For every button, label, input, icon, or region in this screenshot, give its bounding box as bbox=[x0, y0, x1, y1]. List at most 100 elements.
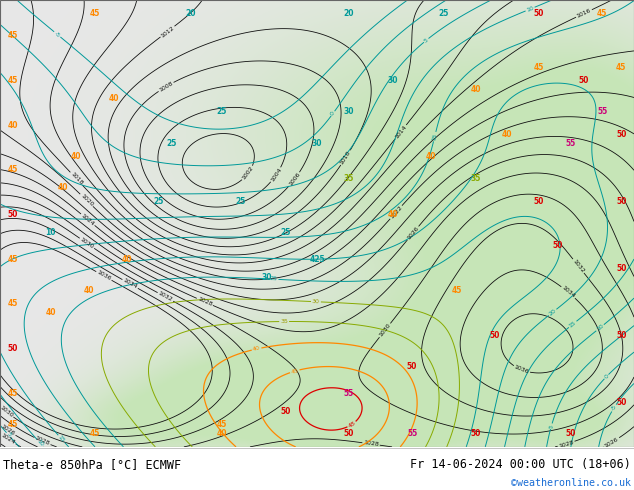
Text: 40: 40 bbox=[109, 94, 119, 103]
Text: 50: 50 bbox=[616, 331, 626, 340]
Text: 1020: 1020 bbox=[79, 193, 94, 207]
Text: 1016: 1016 bbox=[576, 8, 592, 19]
Text: -5: -5 bbox=[53, 30, 61, 38]
Text: 1030: 1030 bbox=[79, 237, 94, 250]
Text: 20: 20 bbox=[185, 9, 195, 18]
Text: 40: 40 bbox=[84, 286, 94, 295]
Text: 50: 50 bbox=[534, 9, 544, 18]
Text: 45: 45 bbox=[8, 165, 18, 174]
Text: 1032: 1032 bbox=[157, 291, 174, 303]
Text: 25: 25 bbox=[153, 196, 164, 206]
Text: 40: 40 bbox=[46, 308, 56, 318]
Text: 45: 45 bbox=[90, 9, 100, 18]
Text: 1006: 1006 bbox=[288, 172, 301, 187]
Text: 1036: 1036 bbox=[514, 365, 530, 375]
Text: 0: 0 bbox=[330, 111, 336, 117]
Text: 55: 55 bbox=[597, 107, 607, 116]
Text: 1008: 1008 bbox=[158, 80, 174, 93]
Text: 40: 40 bbox=[388, 210, 398, 219]
Text: 55: 55 bbox=[344, 389, 354, 398]
Text: 1028: 1028 bbox=[197, 296, 213, 307]
Text: 45: 45 bbox=[290, 368, 299, 375]
Text: 5: 5 bbox=[548, 424, 554, 429]
Text: 25: 25 bbox=[439, 9, 449, 18]
Text: 1030: 1030 bbox=[0, 405, 14, 418]
Text: 40: 40 bbox=[58, 183, 68, 192]
Text: 5: 5 bbox=[423, 37, 429, 44]
Text: 5: 5 bbox=[5, 432, 11, 438]
Text: 35: 35 bbox=[344, 174, 354, 183]
Text: 50: 50 bbox=[616, 129, 626, 139]
Text: 1028: 1028 bbox=[34, 436, 51, 447]
Text: 25: 25 bbox=[217, 107, 227, 116]
Text: 25: 25 bbox=[269, 276, 278, 282]
Text: 35: 35 bbox=[280, 319, 288, 324]
Text: 45: 45 bbox=[534, 63, 544, 72]
Text: 10: 10 bbox=[526, 5, 534, 13]
Text: 25: 25 bbox=[166, 139, 176, 147]
Text: 1024: 1024 bbox=[0, 433, 16, 446]
Text: 30: 30 bbox=[261, 272, 271, 282]
Text: 50: 50 bbox=[616, 264, 626, 272]
Text: 45: 45 bbox=[8, 76, 18, 85]
Text: 40: 40 bbox=[252, 346, 261, 352]
Text: 50: 50 bbox=[566, 429, 576, 438]
Text: 45: 45 bbox=[8, 299, 18, 308]
Text: 30: 30 bbox=[388, 76, 398, 85]
Text: 40: 40 bbox=[8, 121, 18, 130]
Text: 45: 45 bbox=[616, 63, 626, 72]
Text: 50: 50 bbox=[616, 196, 626, 206]
Text: 40: 40 bbox=[217, 429, 227, 438]
Text: 1022: 1022 bbox=[389, 205, 403, 220]
Text: 50: 50 bbox=[553, 241, 563, 250]
Text: 45: 45 bbox=[451, 286, 462, 295]
Text: 40: 40 bbox=[502, 129, 512, 139]
Text: 20: 20 bbox=[548, 308, 557, 317]
Text: 1034: 1034 bbox=[122, 278, 138, 290]
Text: 10: 10 bbox=[36, 439, 45, 448]
Text: 50: 50 bbox=[534, 196, 544, 206]
Text: 1036: 1036 bbox=[96, 270, 112, 282]
Text: 48: 48 bbox=[347, 420, 356, 429]
Text: 1026: 1026 bbox=[0, 424, 16, 437]
Text: 30: 30 bbox=[312, 139, 322, 147]
Text: 1002: 1002 bbox=[242, 166, 255, 181]
Text: 45: 45 bbox=[90, 429, 100, 438]
Text: ©weatheronline.co.uk: ©weatheronline.co.uk bbox=[511, 478, 631, 488]
Text: 1028: 1028 bbox=[363, 441, 379, 447]
Text: Fr 14-06-2024 00:00 UTC (18+06): Fr 14-06-2024 00:00 UTC (18+06) bbox=[410, 458, 631, 471]
Text: 50: 50 bbox=[280, 407, 290, 416]
Text: 45: 45 bbox=[8, 420, 18, 429]
Text: 45: 45 bbox=[597, 9, 607, 18]
Text: 1012: 1012 bbox=[160, 25, 175, 38]
Text: 25: 25 bbox=[280, 228, 290, 237]
Text: 20: 20 bbox=[344, 9, 354, 18]
Text: 45: 45 bbox=[217, 420, 227, 429]
Text: 10: 10 bbox=[46, 228, 56, 237]
Text: 50: 50 bbox=[578, 76, 588, 85]
Text: 1024: 1024 bbox=[80, 213, 96, 227]
Text: 45: 45 bbox=[8, 255, 18, 264]
Text: 50: 50 bbox=[407, 362, 417, 371]
Text: 1026: 1026 bbox=[406, 225, 420, 241]
Text: 30: 30 bbox=[344, 107, 354, 116]
Text: 50: 50 bbox=[8, 210, 18, 219]
Text: 1014: 1014 bbox=[394, 124, 408, 140]
Text: 45: 45 bbox=[8, 31, 18, 40]
Text: 40: 40 bbox=[470, 85, 481, 94]
Text: 40: 40 bbox=[122, 255, 132, 264]
Text: 15: 15 bbox=[568, 320, 578, 329]
Text: 40: 40 bbox=[426, 152, 436, 161]
Text: -5: -5 bbox=[610, 404, 618, 412]
Text: 1028: 1028 bbox=[558, 440, 574, 448]
Text: 50: 50 bbox=[489, 331, 500, 340]
Text: 15: 15 bbox=[57, 434, 66, 443]
Text: 1026: 1026 bbox=[604, 436, 619, 448]
Text: 425: 425 bbox=[309, 255, 325, 264]
Text: 1010: 1010 bbox=[339, 150, 352, 166]
Text: 50: 50 bbox=[616, 398, 626, 407]
Text: 50: 50 bbox=[344, 429, 354, 438]
Text: 55: 55 bbox=[566, 139, 576, 147]
Text: 10: 10 bbox=[595, 323, 605, 332]
Text: Theta-e 850hPa [°C] ECMWF: Theta-e 850hPa [°C] ECMWF bbox=[3, 458, 181, 471]
